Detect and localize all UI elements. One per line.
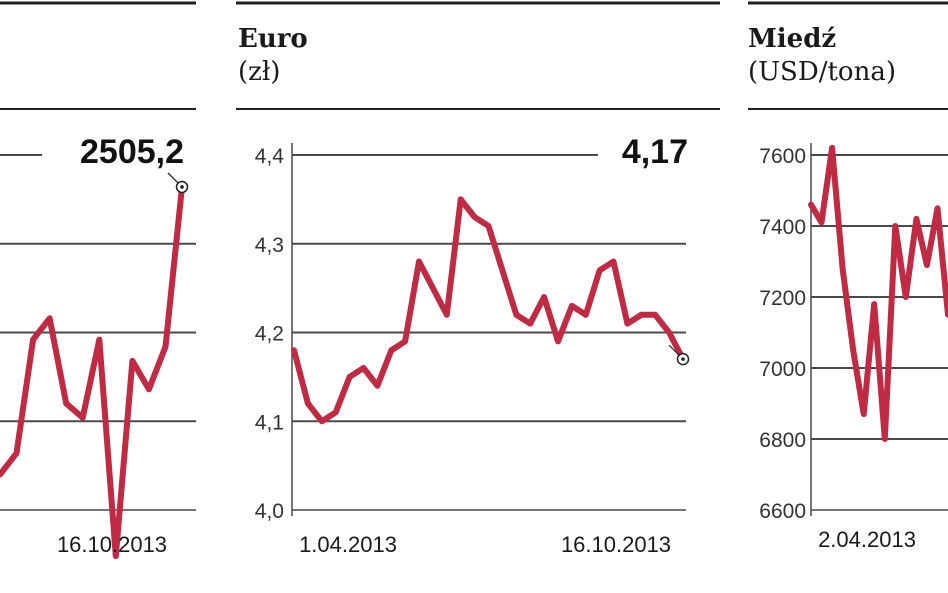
y-tick-label: 4,2 [255,323,284,346]
x-start-date: 2.04.2013 [818,527,916,552]
y-tick-label: 7600 [759,145,806,168]
chart-title: Miedź [748,24,836,54]
last-point-dot [180,185,184,189]
data-line [0,183,185,560]
y-tick-label: 4,4 [255,145,285,168]
leader-line [167,172,180,185]
y-tick-label: 4,3 [255,234,284,257]
series [291,196,686,425]
last-point-dot [681,357,685,361]
data-line [291,196,686,425]
y-tick-label: 7000 [759,358,806,381]
x-end-date: 16.10.2013 [561,532,671,557]
x-end-date: 16.10.2013 [57,532,167,557]
leader-line [668,344,681,357]
series [808,144,948,442]
grid [0,154,196,511]
y-tick-label: 4,1 [255,411,284,434]
chart-panel-0: 2505,2 16.10.2013 [0,1,196,560]
y-tick-label: 4,0 [255,500,284,523]
last-value-label: 2505,2 [80,133,184,171]
y-tick-label: 7200 [759,287,806,310]
grid [292,154,686,511]
y-tick-label: 6600 [759,500,806,523]
chart-title: Euro [238,24,308,54]
data-line [808,144,948,442]
x-start-date: 1.04.2013 [299,532,397,557]
chart-panel-2: Miedź(USD/tona) 7600 7400 7200 7000 6800 6600 2… [748,1,948,552]
grid [811,154,948,511]
chart-unit: (USD/tona) [748,57,896,87]
last-value-label: 4,17 [622,133,688,171]
chart-panel-1: Euro(zł) 4,4 4,3 4,2 4,1 4,0 4,17 1.04.2013 16.1… [236,1,720,557]
series [0,183,185,560]
y-tick-label: 6800 [759,429,806,452]
y-tick-label: 7400 [759,216,806,239]
chart-unit: (zł) [238,57,280,87]
